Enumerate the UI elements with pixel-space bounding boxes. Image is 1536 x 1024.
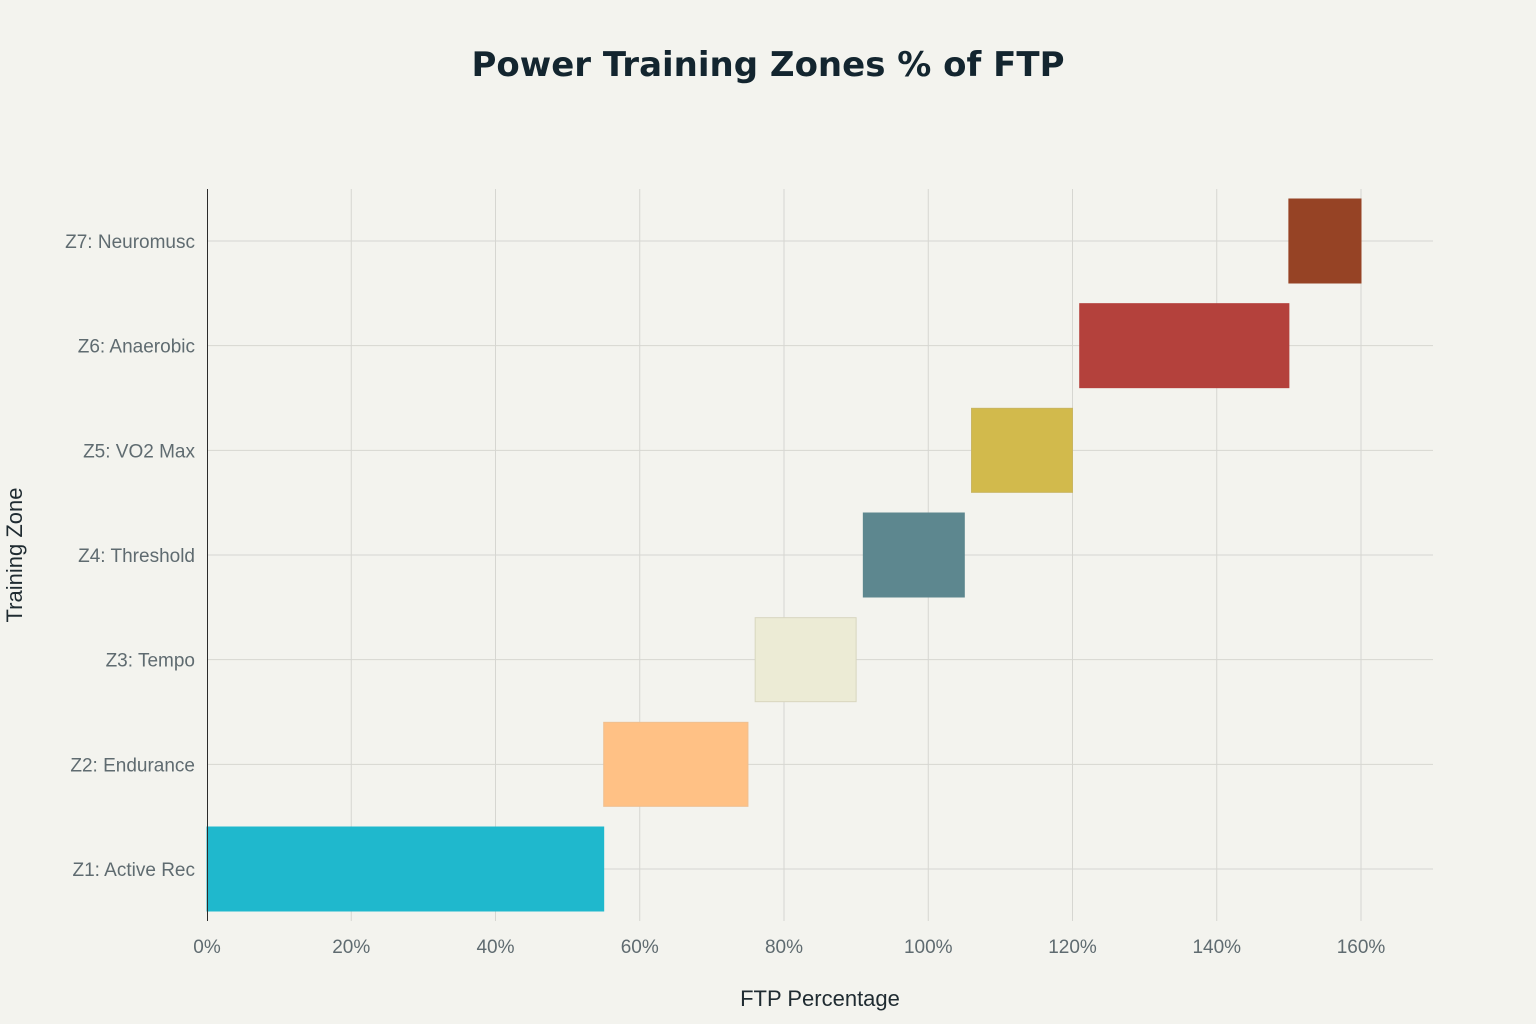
x-tick-labels: 0% 20% 40% 60% 80% 100% 120% 140% 160% <box>193 937 1385 958</box>
y-axis-title: Training Zone <box>2 488 27 623</box>
x-tick-label: 80% <box>765 937 803 958</box>
zone-bar <box>1079 303 1290 389</box>
x-tick-label: 160% <box>1337 937 1386 958</box>
y-tick-label: Z2: Endurance <box>70 755 195 776</box>
zone-bar <box>754 617 857 703</box>
x-tick-label: 100% <box>904 937 953 958</box>
y-tick-label: Z6: Anaerobic <box>78 337 195 358</box>
chart-title: Power Training Zones % of FTP <box>472 45 1065 85</box>
zone-bar <box>862 512 965 598</box>
x-tick-label: 120% <box>1048 937 1097 958</box>
y-tick-label: Z4: Threshold <box>78 546 195 567</box>
x-tick-label: 20% <box>332 937 370 958</box>
y-tick-label: Z1: Active Rec <box>73 860 196 881</box>
zone-bar <box>1288 198 1362 284</box>
x-tick-label: 40% <box>476 937 514 958</box>
y-tick-label: Z3: Tempo <box>106 651 195 672</box>
zone-bar <box>971 407 1074 493</box>
x-tick-label: 0% <box>193 937 221 958</box>
x-tick-label: 140% <box>1192 937 1241 958</box>
y-tick-labels: Z1: Active Rec Z2: Endurance Z3: Tempo Z4: … <box>65 232 195 881</box>
bars-layer <box>206 198 1362 912</box>
x-tick-label: 60% <box>621 937 659 958</box>
zone-bar <box>603 721 749 807</box>
zone-bar <box>206 826 605 912</box>
y-tick-label: Z5: VO2 Max <box>83 441 195 462</box>
y-tick-label: Z7: Neuromusc <box>65 232 195 253</box>
x-axis-title: FTP Percentage <box>740 986 900 1011</box>
